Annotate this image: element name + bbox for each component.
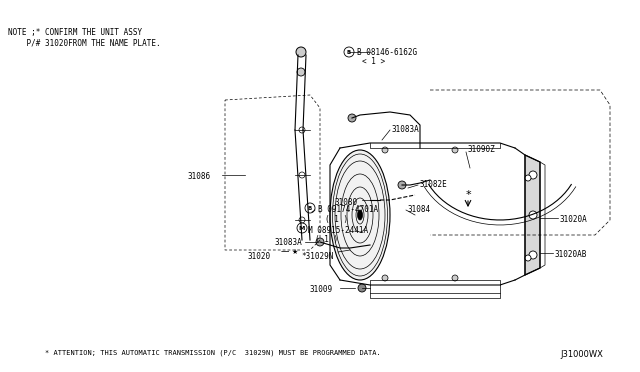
Text: P/# 31020FROM THE NAME PLATE.: P/# 31020FROM THE NAME PLATE. bbox=[8, 38, 161, 47]
Text: ( 1 ): ( 1 ) bbox=[315, 235, 338, 244]
Circle shape bbox=[529, 211, 537, 219]
Circle shape bbox=[452, 275, 458, 281]
Ellipse shape bbox=[330, 150, 390, 280]
Circle shape bbox=[344, 47, 354, 57]
Text: * ATTENTION; THIS AUTOMATIC TRANSMISSION (P/C  31029N) MUST BE PROGRAMMED DATA.: * ATTENTION; THIS AUTOMATIC TRANSMISSION… bbox=[45, 350, 381, 356]
Ellipse shape bbox=[358, 210, 362, 220]
Circle shape bbox=[299, 172, 305, 178]
Text: ( 1 ): ( 1 ) bbox=[325, 215, 348, 224]
Text: J31000WX: J31000WX bbox=[560, 350, 603, 359]
Circle shape bbox=[297, 223, 307, 233]
Text: —: — bbox=[281, 247, 289, 257]
Text: 31084: 31084 bbox=[408, 205, 431, 214]
Text: B 09174-4701A: B 09174-4701A bbox=[318, 205, 378, 214]
Polygon shape bbox=[525, 155, 540, 275]
Text: 31020AB: 31020AB bbox=[555, 250, 588, 259]
Text: *31029N: *31029N bbox=[301, 252, 333, 261]
Text: 31080: 31080 bbox=[335, 198, 358, 207]
Circle shape bbox=[316, 238, 324, 246]
Circle shape bbox=[305, 203, 315, 213]
Text: M 08915-2441A: M 08915-2441A bbox=[308, 226, 368, 235]
Text: 31083A: 31083A bbox=[275, 238, 303, 247]
Text: *: * bbox=[465, 190, 471, 200]
Text: ★: ★ bbox=[292, 249, 298, 255]
Text: 31020A: 31020A bbox=[560, 215, 588, 224]
Circle shape bbox=[382, 147, 388, 153]
Text: 31082E: 31082E bbox=[420, 180, 448, 189]
Circle shape bbox=[296, 47, 306, 57]
Circle shape bbox=[297, 68, 305, 76]
Text: 31020: 31020 bbox=[248, 252, 271, 261]
Circle shape bbox=[299, 127, 305, 133]
Text: 31083A: 31083A bbox=[392, 125, 420, 134]
Text: M: M bbox=[299, 225, 305, 231]
Circle shape bbox=[398, 181, 406, 189]
Ellipse shape bbox=[333, 154, 387, 276]
Circle shape bbox=[529, 171, 537, 179]
Text: 31086: 31086 bbox=[188, 172, 211, 181]
Text: B: B bbox=[308, 205, 312, 211]
Text: B 08146-6162G: B 08146-6162G bbox=[357, 48, 417, 57]
Circle shape bbox=[299, 217, 305, 223]
Circle shape bbox=[529, 251, 537, 259]
Text: NOTE ;* CONFIRM THE UNIT ASSY: NOTE ;* CONFIRM THE UNIT ASSY bbox=[8, 28, 142, 37]
Circle shape bbox=[525, 255, 531, 261]
Circle shape bbox=[452, 147, 458, 153]
Text: B: B bbox=[347, 49, 351, 55]
Text: < 1 >: < 1 > bbox=[362, 57, 385, 66]
Circle shape bbox=[525, 175, 531, 181]
Circle shape bbox=[358, 284, 366, 292]
Text: 31009: 31009 bbox=[310, 285, 333, 294]
Circle shape bbox=[348, 114, 356, 122]
Circle shape bbox=[382, 275, 388, 281]
Text: 31090Z: 31090Z bbox=[468, 145, 496, 154]
